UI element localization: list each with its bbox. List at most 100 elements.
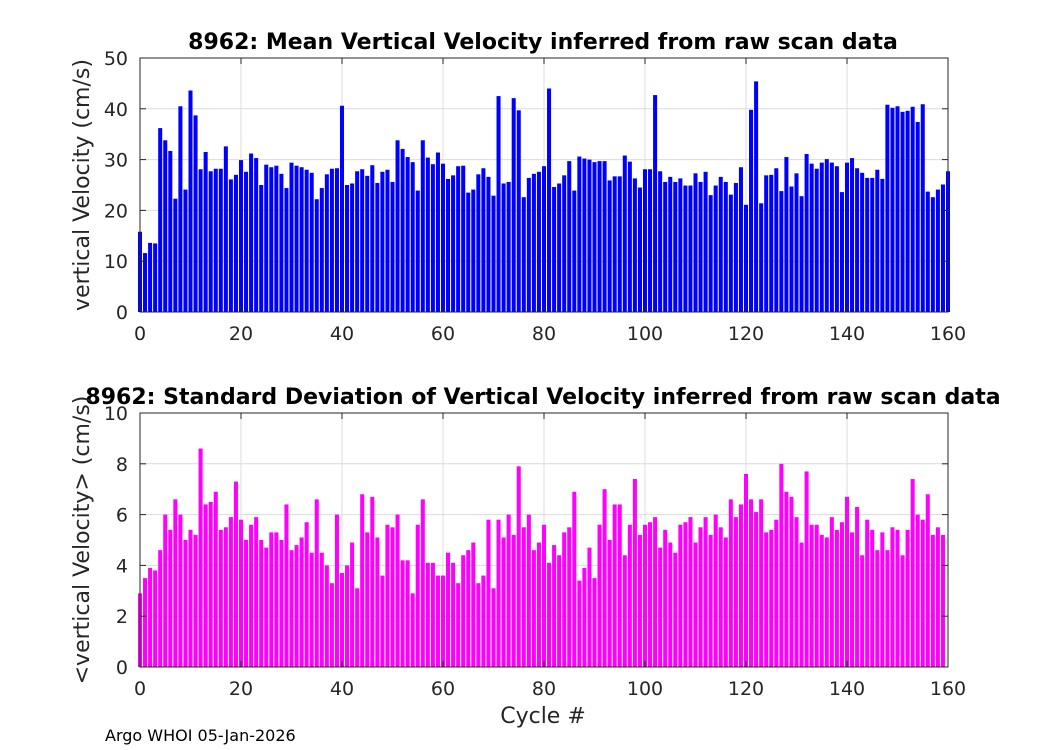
bar: [910, 106, 915, 313]
bar: [153, 243, 158, 312]
chart-2-x-ticks: 0 20 40 60 80 100 120 140 160: [134, 413, 966, 700]
bar: [607, 180, 612, 312]
y-tick-label: 40: [104, 99, 128, 121]
bar: [430, 562, 435, 667]
bar: [294, 165, 299, 312]
bar: [244, 171, 249, 312]
bar: [920, 519, 925, 667]
bar: [915, 122, 920, 312]
bar: [193, 115, 198, 313]
bar: [925, 494, 930, 667]
bar: [203, 504, 208, 667]
bar: [567, 527, 572, 667]
bar: [749, 109, 754, 312]
bar: [461, 165, 466, 312]
bar: [254, 517, 259, 667]
bar: [496, 96, 501, 312]
bar: [617, 504, 622, 667]
bar: [779, 463, 784, 667]
bar: [728, 194, 733, 312]
bar: [259, 185, 264, 312]
bar: [143, 578, 148, 667]
bar: [491, 195, 496, 312]
bar: [834, 529, 839, 667]
bar: [355, 588, 360, 667]
bar: [218, 168, 223, 312]
bar: [274, 165, 279, 312]
bar: [466, 550, 471, 667]
bar: [208, 501, 213, 667]
bar: [577, 580, 582, 667]
bar: [319, 188, 324, 312]
x-tick-label: 0: [134, 323, 146, 345]
mean-velocity-chart: 8962: Mean Vertical Velocity inferred fr…: [70, 30, 966, 345]
bar: [890, 107, 895, 312]
bar: [466, 192, 471, 312]
bar: [223, 146, 228, 312]
bar: [188, 529, 193, 667]
bar: [158, 128, 163, 312]
bar: [688, 517, 693, 667]
bar: [688, 185, 693, 312]
bar: [844, 496, 850, 667]
y-tick-label: 6: [116, 505, 128, 527]
x-tick-label: 140: [829, 323, 865, 345]
bar: [350, 542, 355, 667]
bar: [188, 90, 193, 312]
bar: [829, 517, 834, 667]
bar: [440, 163, 446, 312]
x-tick-label: 80: [532, 678, 556, 700]
bar: [678, 524, 683, 667]
y-tick-label: 0: [116, 657, 128, 679]
bar: [375, 182, 380, 312]
bar: [415, 190, 420, 312]
bar: [627, 524, 632, 667]
bar: [289, 550, 294, 667]
bar: [552, 545, 557, 667]
bar: [385, 169, 390, 312]
bar: [451, 562, 456, 667]
bar: [799, 196, 804, 312]
bar: [334, 168, 339, 312]
bar: [153, 570, 158, 667]
bar: [238, 160, 244, 312]
bar: [804, 154, 809, 312]
chart-2-title: 8962: Standard Deviation of Vertical Vel…: [85, 385, 1000, 410]
bar: [829, 162, 834, 312]
bar: [718, 176, 723, 312]
bar: [541, 166, 547, 312]
bar: [304, 522, 309, 667]
bar: [612, 504, 617, 667]
bar: [935, 527, 940, 667]
bar: [526, 177, 531, 312]
bar: [148, 567, 153, 667]
bar: [496, 519, 501, 667]
bar: [663, 529, 668, 667]
x-tick-label: 100: [627, 323, 663, 345]
bar: [481, 575, 486, 667]
bar: [511, 98, 516, 312]
bar: [824, 159, 829, 312]
bar: [425, 157, 430, 312]
bar: [668, 176, 673, 312]
bar: [743, 204, 749, 312]
bar: [385, 524, 390, 667]
bar: [713, 514, 718, 667]
bar: [547, 562, 552, 667]
bar: [779, 191, 784, 312]
bar: [658, 171, 663, 312]
bar: [940, 184, 945, 312]
bar: [814, 524, 819, 667]
bar: [274, 532, 279, 667]
bar: [324, 174, 329, 312]
y-tick-label: 30: [104, 150, 128, 172]
bar: [844, 162, 850, 312]
bar: [208, 171, 213, 312]
bar: [451, 175, 456, 312]
bar: [728, 499, 733, 667]
bar: [405, 560, 410, 667]
bar: [698, 181, 703, 312]
chart-1-title: 8962: Mean Vertical Velocity inferred fr…: [188, 30, 898, 55]
bar: [642, 524, 648, 667]
bar: [759, 499, 764, 667]
